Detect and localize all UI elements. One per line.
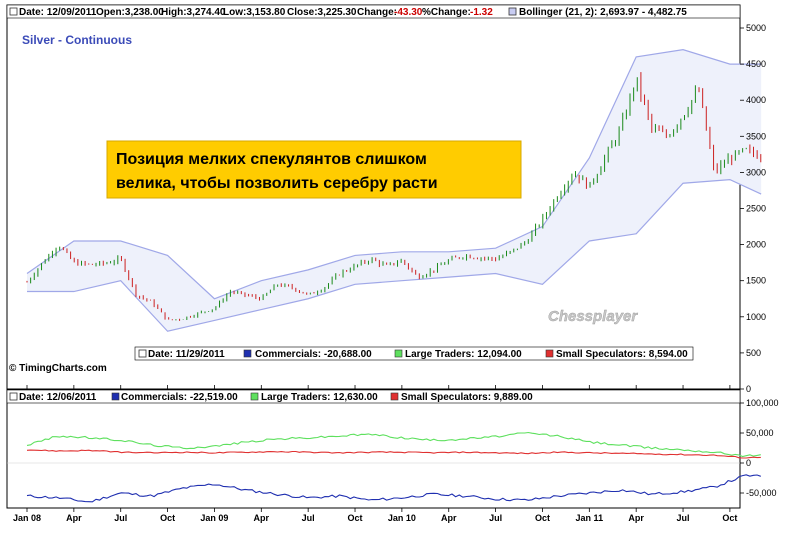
upper-open: Open:3,238.00 <box>96 7 164 18</box>
cot-upper-commercials-swatch <box>243 349 252 358</box>
bollinger-lower-line <box>27 179 762 332</box>
x-tick-label: Jan 09 <box>200 513 228 523</box>
x-tick-label: Jul <box>677 513 690 523</box>
cot-lower-commercials: Commercials: -22,519.00 <box>121 392 238 403</box>
copyright: © TimingCharts.com <box>9 363 107 374</box>
lower-header-strip <box>6 389 741 404</box>
lower-y-tick-label: 50,000 <box>746 428 774 438</box>
upper-y-tick-label: 2500 <box>746 204 766 214</box>
date-box-icon <box>9 7 18 16</box>
x-tick-label: Jul <box>114 513 127 523</box>
price-bars <box>26 72 762 321</box>
small-speculators-line <box>26 449 761 459</box>
lower-y-axis: 100,000 50,000 0 -50,000 <box>7 398 779 498</box>
bollinger-bands <box>26 49 762 332</box>
cot-lower-large-swatch <box>250 392 259 401</box>
upper-y-tick-label: 3000 <box>746 167 766 177</box>
upper-close: Close:3,225.30 <box>287 7 357 18</box>
lower-panel-frame <box>6 389 741 509</box>
cot-lower-commercials-swatch <box>111 392 120 401</box>
upper-y-tick-label: 0 <box>746 384 751 394</box>
bollinger-fill <box>27 49 762 332</box>
large-traders-line <box>26 431 761 458</box>
x-tick-label: Oct <box>348 513 363 523</box>
upper-pct-label: %Change: <box>422 7 471 18</box>
upper-y-tick-label: 500 <box>746 348 761 358</box>
cot-upper-commercials: Commercials: -20,688.00 <box>255 349 372 360</box>
lower-y-tick-label: 0 <box>746 458 751 468</box>
upper-low: Low:3,153.80 <box>223 7 286 18</box>
x-tick-label: Apr <box>254 513 270 523</box>
cot-upper-date-icon <box>138 349 147 358</box>
x-tick-label: Apr <box>66 513 82 523</box>
chart-title: Silver - Continuous <box>22 33 132 47</box>
cot-lower-small-swatch <box>390 392 399 401</box>
cot-legend-upper <box>134 346 694 361</box>
annotation-line-2: велика, чтобы позволить серебру расти <box>116 175 438 192</box>
annotation-line-1: Позиция мелких спекулянтов слишком <box>116 151 427 168</box>
cot-upper-large-swatch <box>394 349 403 358</box>
x-tick-label: Jan 08 <box>13 513 41 523</box>
x-axis: Jan 08 Apr Jul Oct Jan 09 Apr Jul Oct Jan 10 Apr J… <box>13 385 737 523</box>
commercials-line <box>26 474 761 503</box>
x-tick-label: Oct <box>722 513 737 523</box>
cot-lower-date-icon <box>9 392 18 401</box>
lower-y-tick-label: -50,000 <box>746 488 777 498</box>
upper-y-tick-label: 2000 <box>746 240 766 250</box>
x-tick-label: Jan 11 <box>576 513 604 523</box>
x-tick-label: Oct <box>535 513 550 523</box>
cot-upper-large: Large Traders: 12,094.00 <box>405 349 522 360</box>
upper-header-strip <box>6 4 741 19</box>
lower-y-tick-label: 100,000 <box>746 398 779 408</box>
x-tick-label: Jul <box>302 513 315 523</box>
upper-bollinger: Bollinger (21, 2): 2,693.97 - 4,482.75 <box>519 7 687 18</box>
upper-y-tick-label: 4000 <box>746 95 766 105</box>
x-tick-label: Jan 10 <box>388 513 416 523</box>
cot-upper-date: Date: 11/29/2011 <box>148 349 225 360</box>
upper-change-label: Change: <box>357 7 397 18</box>
upper-date: Date: 12/09/2011 <box>19 7 97 18</box>
upper-high: High:3,274.40 <box>161 7 226 18</box>
x-tick-label: Oct <box>160 513 175 523</box>
cot-lower-large: Large Traders: 12,630.00 <box>261 392 378 403</box>
x-tick-label: Apr <box>628 513 644 523</box>
upper-y-tick-label: 3500 <box>746 131 766 141</box>
upper-y-tick-label: 5000 <box>746 23 766 33</box>
cot-upper-small: Small Speculators: 8,594.00 <box>556 349 688 360</box>
bollinger-legend-swatch <box>508 7 517 16</box>
cot-lower-date: Date: 12/06/2011 <box>19 392 97 403</box>
upper-y-tick-label: 1500 <box>746 276 766 286</box>
upper-change-value: -43.30 <box>394 7 423 18</box>
cot-lines <box>26 431 761 503</box>
x-tick-label: Jul <box>489 513 502 523</box>
upper-y-tick-label: 4500 <box>746 59 766 69</box>
bollinger-upper-line <box>26 49 762 300</box>
x-tick-label: Apr <box>441 513 457 523</box>
upper-y-tick-label: 1000 <box>746 312 766 322</box>
watermark: Chessplayer <box>548 308 638 325</box>
annotation-box <box>106 140 522 199</box>
upper-pct-value: -1.32 <box>470 7 493 18</box>
cot-lower-small: Small Speculators: 9,889.00 <box>401 392 533 403</box>
cot-upper-small-swatch <box>545 349 554 358</box>
